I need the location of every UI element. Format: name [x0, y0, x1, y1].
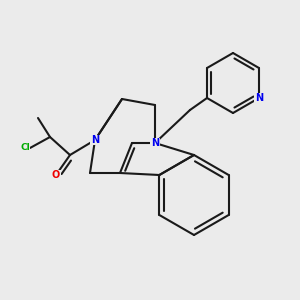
Text: N: N — [151, 138, 159, 148]
Text: N: N — [91, 135, 99, 145]
Text: O: O — [52, 170, 60, 180]
Text: Cl: Cl — [20, 143, 30, 152]
Text: N: N — [255, 93, 263, 103]
